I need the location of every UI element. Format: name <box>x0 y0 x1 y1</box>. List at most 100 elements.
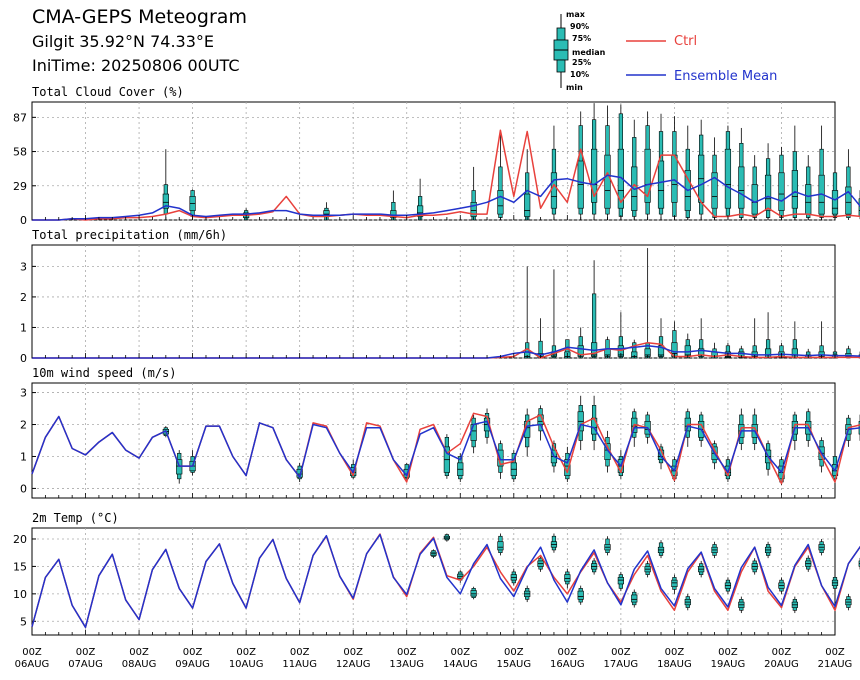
box-inner <box>711 172 718 209</box>
x-date-label: 13AUG <box>389 659 424 670</box>
box-inner <box>417 205 424 217</box>
box-plot <box>711 541 718 559</box>
panel-title: 2m Temp (°C) <box>32 511 119 525</box>
x-date-label: 17AUG <box>604 659 639 670</box>
x-hour-label: 00Z <box>236 647 256 658</box>
box-plot <box>818 321 825 359</box>
box-plot <box>684 333 691 359</box>
box-plot <box>751 155 758 220</box>
x-date-label: 14AUG <box>443 659 478 670</box>
box-plot <box>537 555 544 572</box>
box-plot <box>564 446 571 483</box>
box-plot <box>724 577 732 594</box>
box-plot <box>818 538 825 556</box>
x-hour-label: 00Z <box>397 647 417 658</box>
x-date-label: 19AUG <box>711 659 746 670</box>
box-inner <box>858 198 860 217</box>
x-hour-label: 00Z <box>665 647 685 658</box>
box-plot <box>417 178 424 221</box>
ctrl-line <box>32 129 860 221</box>
y-tick-label: 20 <box>13 533 27 546</box>
box-inner <box>497 190 504 215</box>
ensemble-mean-line <box>31 533 860 629</box>
y-tick-label: 3 <box>20 260 27 273</box>
box-plot <box>176 450 183 484</box>
x-date-label: 09AUG <box>175 659 210 670</box>
box-inner <box>176 459 183 475</box>
ensemble-mean-line <box>32 345 860 359</box>
y-tick-label: 87 <box>13 111 27 124</box>
box-plot <box>537 405 544 441</box>
box-plot <box>831 574 839 592</box>
panel-2: Total precipitation (mm/6h) 0 1 2 3 <box>20 228 860 365</box>
ctrl-line <box>32 341 860 359</box>
box-inner <box>791 170 798 209</box>
panel-4: 2m Temp (°C) 5 10 15 20 <box>13 511 860 636</box>
x-hour-label: 00Z <box>772 647 792 658</box>
box-plot <box>189 450 196 476</box>
box-plot <box>564 569 571 589</box>
box-plot <box>550 125 558 220</box>
box-plot <box>644 560 651 578</box>
y-tick-label: 0 <box>20 482 27 495</box>
y-tick-label: 1 <box>20 321 27 334</box>
key-label-75pct: 75% <box>572 34 591 43</box>
y-tick-label: 5 <box>20 615 27 628</box>
key-outer-box <box>556 27 566 41</box>
x-hour-label: 00Z <box>76 647 96 658</box>
box-plot <box>604 336 611 359</box>
y-tick-label: 0 <box>20 352 27 365</box>
box-plot <box>604 105 611 220</box>
panel-title: Total Cloud Cover (%) <box>32 85 184 99</box>
box-inner <box>764 174 772 211</box>
box-plot <box>524 149 531 221</box>
box-inner <box>738 166 745 209</box>
y-tick-label: 10 <box>13 588 27 601</box>
box-inner <box>617 148 624 209</box>
box-plot <box>657 540 665 559</box>
x-date-label: 08AUG <box>122 659 157 670</box>
box-plot <box>510 569 517 586</box>
key-label-min: min <box>566 83 583 92</box>
box-plot <box>724 125 732 220</box>
x-date-label: 11AUG <box>282 659 317 670</box>
box-plot <box>791 596 798 614</box>
box-inner <box>470 424 477 441</box>
box-plot <box>711 137 718 220</box>
y-tick-label: 2 <box>20 419 27 432</box>
x-hour-label: 00Z <box>343 647 363 658</box>
box-plot <box>764 312 772 359</box>
y-tick-label: 1 <box>20 450 27 463</box>
x-date-label: 12AUG <box>336 659 371 670</box>
box-inner <box>470 202 477 217</box>
box-plot <box>470 586 477 600</box>
box-plot <box>751 318 758 359</box>
box-inner <box>657 160 665 209</box>
x-hour-label: 00Z <box>183 647 203 658</box>
x-date-label: 16AUG <box>550 659 585 670</box>
y-tick-label: 15 <box>13 560 27 573</box>
key-label-median: median <box>572 48 606 57</box>
x-hour-label: 00Z <box>825 647 845 658</box>
box-inner <box>564 574 571 582</box>
box-plot <box>162 149 169 220</box>
key-label-10pct: 10% <box>570 70 589 79</box>
box-plot <box>791 321 798 359</box>
key-label-90pct: 90% <box>570 22 589 31</box>
box-plot <box>577 111 584 220</box>
legend-ctrl-label: Ctrl <box>674 34 697 49</box>
box-plot <box>631 119 638 220</box>
box-plot <box>738 596 745 614</box>
x-date-label: 20AUG <box>764 659 799 670</box>
box-plot <box>698 318 705 359</box>
box-plot <box>818 125 825 220</box>
box-plot <box>550 533 558 553</box>
box-inner <box>805 184 812 215</box>
y-tick-label: 29 <box>13 180 27 193</box>
box-inner <box>617 577 624 585</box>
box-plot <box>805 555 812 572</box>
box-inner <box>724 148 732 209</box>
